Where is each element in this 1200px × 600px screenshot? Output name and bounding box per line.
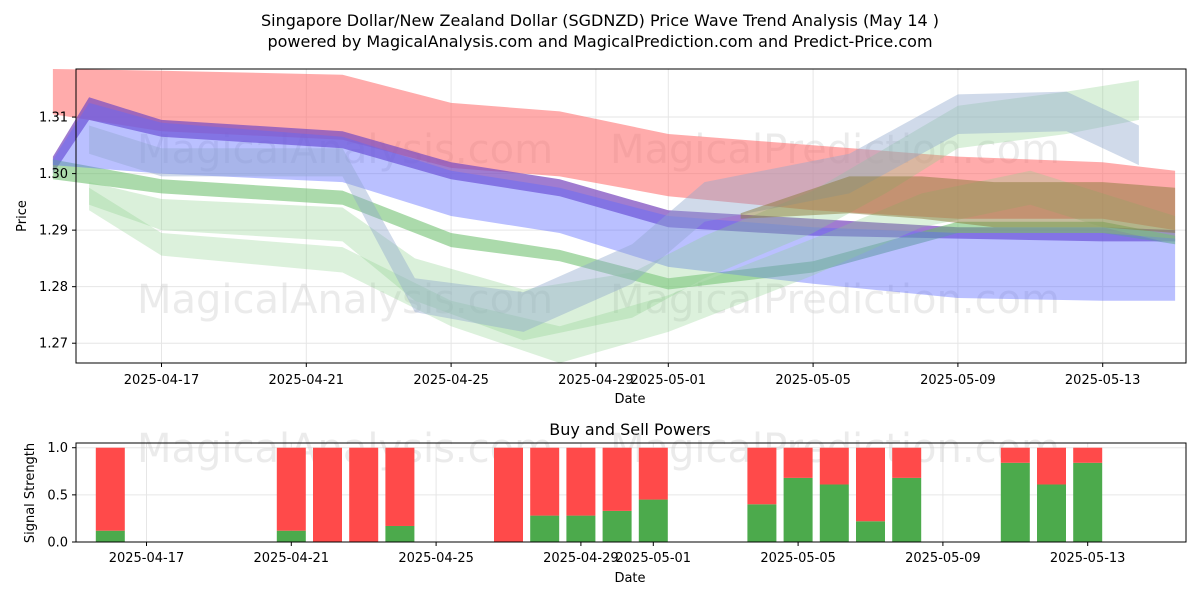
- signal-x-tick-label: 2025-05-05: [760, 551, 836, 566]
- buy-bar: [892, 477, 922, 542]
- sell-bar: [856, 447, 885, 522]
- sell-bar: [1037, 447, 1066, 485]
- sell-bar: [313, 447, 342, 542]
- sell-bar: [566, 447, 596, 516]
- sell-bar: [638, 447, 668, 500]
- sell-bar: [747, 447, 777, 505]
- signal-x-tick-label: 2025-05-09: [905, 551, 981, 566]
- price-x-tick-label: 2025-04-29: [558, 373, 634, 388]
- price-y-tick-label: 1.29: [39, 224, 68, 239]
- price-x-tick-label: 2025-05-13: [1065, 373, 1141, 388]
- price-y-ticks: 1.27 1.28 1.29 1.30 1.31: [39, 111, 76, 352]
- price-wave-band-3: [52, 159, 1176, 290]
- price-y-tick-label: 1.28: [39, 280, 68, 295]
- price-x-tick-label: 2025-04-25: [413, 373, 489, 388]
- price-wave-band-6: [89, 170, 1176, 363]
- buy-bar: [1073, 462, 1103, 542]
- signal-axes-frame: [75, 442, 1187, 543]
- price-x-ticks: 2025-04-17 2025-04-21 2025-04-25 2025-04-29…: [124, 363, 1141, 388]
- price-wave-band-7: [89, 91, 1139, 332]
- price-wave-band-4: [52, 102, 1176, 301]
- signal-x-ticks: 2025-04-17 2025-04-21 2025-04-25 2025-04-29…: [109, 542, 1126, 566]
- sell-bar: [276, 447, 306, 531]
- signal-watermarks: MagicalAnalysis.com MagicalPrediction.co…: [137, 426, 1060, 472]
- buy-bar: [747, 504, 777, 542]
- sell-bar: [783, 447, 813, 478]
- price-y-tick-label: 1.30: [39, 167, 68, 182]
- buy-bar: [95, 530, 125, 542]
- signal-x-tick-label: 2025-04-17: [109, 551, 185, 566]
- price-x-tick-label: 2025-05-09: [920, 373, 996, 388]
- buy-bar: [819, 484, 849, 542]
- sell-bar: [1073, 447, 1103, 463]
- chart-title-line-1: Singapore Dollar/New Zealand Dollar (SGD…: [261, 11, 939, 30]
- sell-bar: [1000, 447, 1030, 463]
- sell-bar: [385, 447, 415, 526]
- signal-x-tick-label: 2025-04-29: [543, 551, 619, 566]
- price-x-axis-label: Date: [614, 392, 645, 407]
- buy-bar: [638, 499, 668, 542]
- price-wave-band-2: [52, 97, 1176, 242]
- signal-bars: [95, 447, 1103, 542]
- price-wave-band-5: [89, 80, 1139, 341]
- watermark-analysis-signal: MagicalAnalysis.com: [137, 426, 553, 472]
- sell-bar: [95, 447, 125, 531]
- buy-bar: [1037, 484, 1066, 542]
- price-x-tick-label: 2025-04-21: [269, 373, 345, 388]
- sell-bar: [494, 447, 523, 542]
- signal-y-ticks: 0.0 0.5 1.0: [47, 441, 76, 551]
- price-x-tick-label: 2025-04-17: [124, 373, 200, 388]
- signal-x-tick-label: 2025-05-13: [1050, 551, 1126, 566]
- buy-bar: [856, 521, 885, 542]
- sell-bar: [892, 447, 922, 478]
- sell-bar: [530, 447, 560, 516]
- sell-bar: [819, 447, 849, 485]
- signal-y-axis-label: Signal Strength: [23, 443, 38, 543]
- price-grid: [76, 69, 1186, 363]
- price-series: [52, 69, 1176, 363]
- signal-x-axis-label: Date: [614, 571, 645, 586]
- buy-bar: [1000, 462, 1030, 542]
- sell-bar: [602, 447, 632, 511]
- buy-bar: [783, 477, 813, 542]
- price-panel: MagicalAnalysis.com MagicalPrediction.co…: [15, 68, 1187, 407]
- buy-bar: [385, 525, 415, 542]
- buy-bar: [602, 510, 632, 542]
- signal-y-tick-label: 0.0: [47, 536, 68, 551]
- signal-x-tick-label: 2025-04-21: [254, 551, 330, 566]
- sell-bar: [349, 447, 379, 542]
- signal-x-tick-label: 2025-05-01: [616, 551, 692, 566]
- price-axes-frame: [75, 68, 1187, 364]
- price-y-tick-label: 1.27: [39, 337, 68, 352]
- signal-y-tick-label: 0.5: [47, 488, 68, 503]
- price-wave-band-8: [740, 176, 1176, 233]
- price-x-tick-label: 2025-05-01: [631, 373, 707, 388]
- signal-panel: Buy and Sell Powers MagicalAnalysis.com …: [23, 420, 1187, 586]
- buy-bar: [530, 515, 560, 542]
- chart-title-line-2: powered by MagicalAnalysis.com and Magic…: [267, 32, 932, 51]
- watermark-analysis-bottom: MagicalAnalysis.com: [137, 277, 553, 323]
- price-y-axis-label: Price: [15, 200, 30, 232]
- buy-bar: [566, 515, 596, 542]
- buy-bar: [276, 530, 306, 542]
- price-x-tick-label: 2025-05-05: [775, 373, 851, 388]
- price-y-tick-label: 1.31: [39, 111, 68, 126]
- signal-x-tick-label: 2025-04-25: [398, 551, 474, 566]
- signal-y-tick-label: 1.0: [47, 441, 68, 456]
- signal-chart-title: Buy and Sell Powers: [549, 420, 711, 439]
